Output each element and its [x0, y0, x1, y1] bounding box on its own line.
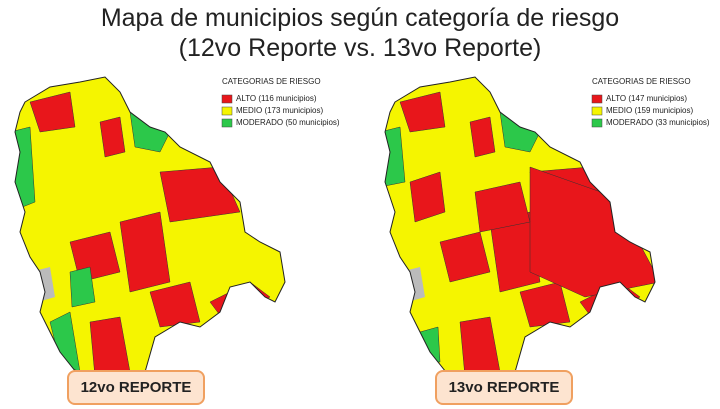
region-high [409, 171, 446, 223]
title-line-2: (12vo Reporte vs. 13vo Reporte) [179, 34, 542, 62]
region-high [119, 211, 171, 293]
legend-swatch [591, 106, 603, 116]
legend-swatch [591, 94, 603, 104]
legend-label: ALTO (147 municipios) [606, 94, 687, 103]
region-high [29, 91, 76, 133]
legend-label: MEDIO (173 municipios) [236, 106, 323, 115]
title-line-1: Mapa de municipios según categoría de ri… [101, 4, 619, 32]
region-high [439, 231, 491, 283]
region-high [469, 116, 496, 158]
region-high [149, 281, 201, 328]
region-high [99, 116, 126, 158]
report-label: 12vo REPORTE [81, 379, 192, 396]
region-high [399, 91, 446, 133]
legend-label: ALTO (116 municipios) [236, 94, 317, 103]
legend-label: MODERADO (50 municipios) [236, 118, 340, 127]
legend-swatch [221, 94, 233, 104]
region-moderate [419, 326, 441, 363]
region-high [519, 281, 571, 328]
country-outline [384, 76, 656, 383]
legend-swatch [221, 118, 233, 128]
region-high [159, 166, 241, 223]
legend-label: MODERADO (33 municipios) [606, 118, 710, 127]
report-box [67, 370, 205, 405]
legend-swatch [591, 118, 603, 128]
country-outline [14, 76, 286, 383]
legend-swatch [221, 106, 233, 116]
legend-label: MEDIO (159 municipios) [606, 106, 693, 115]
region-high [474, 181, 531, 233]
legend-title: CATEGORIAS DE RIESGO [592, 77, 691, 86]
legend-title: CATEGORIAS DE RIESGO [222, 77, 321, 86]
report-box [435, 370, 573, 405]
report-label: 13vo REPORTE [449, 379, 560, 396]
region-moderate [69, 266, 96, 308]
